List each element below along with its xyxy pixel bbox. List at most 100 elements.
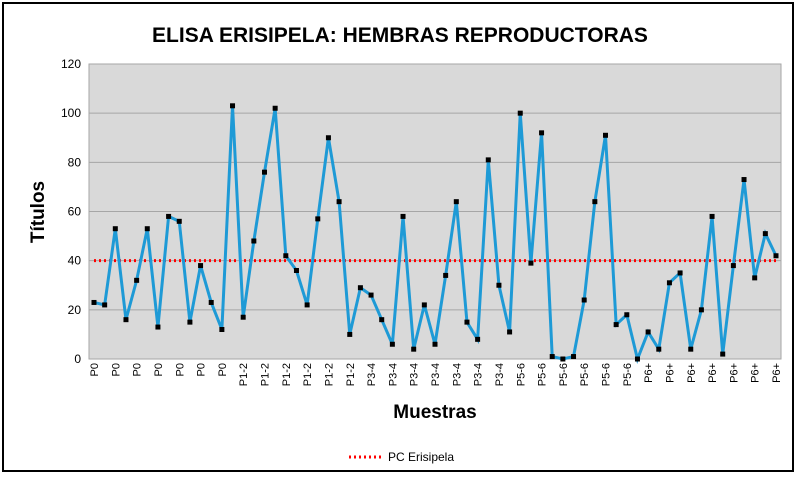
x-tick-label: P1-2 bbox=[260, 363, 272, 386]
x-tick-label: P0 bbox=[132, 363, 144, 376]
data-point bbox=[741, 177, 747, 183]
x-tick-label: P5-6 bbox=[601, 363, 613, 386]
x-tick-label: P5-6 bbox=[537, 363, 549, 386]
x-tick-label: P1-2 bbox=[302, 363, 314, 386]
data-point bbox=[315, 216, 321, 222]
y-tick-label: 60 bbox=[68, 205, 82, 219]
legend: PC Erisipela bbox=[349, 450, 454, 464]
data-point bbox=[730, 263, 736, 269]
data-point bbox=[134, 277, 140, 283]
data-point bbox=[752, 275, 758, 281]
data-point bbox=[571, 354, 577, 360]
data-point bbox=[251, 238, 257, 244]
x-tick-label: P0 bbox=[110, 363, 122, 376]
data-point bbox=[144, 226, 150, 232]
data-point bbox=[166, 213, 172, 219]
y-tick-label: 100 bbox=[61, 106, 81, 120]
data-point bbox=[283, 253, 289, 259]
chart-title: ELISA ERISIPELA: HEMBRAS REPRODUCTORAS bbox=[152, 24, 648, 47]
x-tick-labels: P0 P0 P0 P0 P0 P0 P0 P1-2 P1-2 P1-2 P1-2 P1-2 P1-2 P3… bbox=[89, 363, 783, 386]
y-tick-label: 0 bbox=[74, 352, 81, 366]
data-point bbox=[485, 157, 491, 163]
data-point bbox=[304, 302, 310, 308]
x-tick-label: P1-2 bbox=[345, 363, 357, 386]
data-point bbox=[240, 314, 246, 320]
x-tick-label: P5-6 bbox=[515, 363, 527, 386]
data-point bbox=[187, 319, 193, 325]
data-point bbox=[198, 263, 204, 269]
data-point bbox=[666, 280, 672, 286]
x-tick-label: P0 bbox=[217, 363, 229, 376]
data-point bbox=[645, 329, 651, 335]
y-tick-label: 120 bbox=[61, 57, 81, 71]
legend-label: PC Erisipela bbox=[388, 450, 454, 464]
x-tick-label: P3-4 bbox=[387, 363, 399, 386]
data-point bbox=[528, 260, 534, 266]
y-tick-label: 20 bbox=[68, 303, 82, 317]
x-tick-label: P6+ bbox=[771, 363, 783, 383]
x-tick-label: P1-2 bbox=[238, 363, 250, 386]
data-point bbox=[230, 103, 236, 109]
data-point bbox=[272, 105, 278, 111]
data-point bbox=[496, 282, 502, 288]
data-point bbox=[432, 341, 438, 347]
data-point bbox=[379, 317, 385, 323]
data-point bbox=[560, 356, 566, 362]
data-point bbox=[219, 327, 225, 332]
data-point bbox=[613, 322, 619, 328]
x-tick-label: P6+ bbox=[707, 363, 719, 383]
x-axis-label: Muestras bbox=[393, 402, 476, 423]
x-tick-label: P3-4 bbox=[494, 363, 506, 386]
x-tick-label: P3-4 bbox=[366, 363, 378, 386]
data-point bbox=[720, 351, 726, 357]
data-point bbox=[517, 110, 523, 116]
data-point bbox=[762, 231, 768, 237]
y-tick-labels: 0 20 40 60 80 100 120 bbox=[61, 57, 81, 366]
data-point bbox=[411, 346, 417, 352]
x-tick-label: P3-4 bbox=[409, 363, 421, 386]
data-point bbox=[421, 302, 427, 308]
data-point bbox=[102, 302, 108, 308]
data-point bbox=[475, 336, 481, 342]
data-point bbox=[293, 268, 299, 273]
x-tick-label: P5-6 bbox=[579, 363, 591, 386]
data-point bbox=[677, 270, 683, 276]
data-point bbox=[507, 329, 513, 335]
data-point bbox=[549, 354, 555, 360]
data-point bbox=[773, 253, 779, 259]
data-point bbox=[709, 213, 715, 219]
x-tick-label: P5-6 bbox=[622, 363, 634, 386]
data-point bbox=[155, 324, 161, 330]
data-point bbox=[123, 317, 129, 323]
data-point bbox=[592, 199, 598, 205]
x-tick-label: P5-6 bbox=[558, 363, 570, 386]
x-tick-label: P3-4 bbox=[473, 363, 485, 386]
data-point bbox=[688, 346, 694, 352]
x-tick-label: P3-4 bbox=[451, 363, 463, 386]
data-point bbox=[91, 299, 97, 305]
data-point bbox=[400, 213, 406, 219]
data-point bbox=[208, 299, 214, 305]
data-point bbox=[389, 341, 395, 347]
x-tick-label: P6+ bbox=[728, 363, 740, 383]
y-axis-label: Títulos bbox=[28, 181, 49, 243]
data-point bbox=[698, 307, 704, 313]
x-tick-label: P0 bbox=[196, 363, 208, 376]
chart: ELISA ERISIPELA: HEMBRAS REPRODUCTORAS 0… bbox=[28, 24, 783, 464]
y-tick-label: 40 bbox=[68, 254, 82, 268]
data-point bbox=[539, 130, 545, 136]
x-tick-label: P1-2 bbox=[323, 363, 335, 386]
data-point bbox=[325, 135, 331, 141]
x-tick-label: P0 bbox=[174, 363, 186, 376]
data-point bbox=[603, 132, 608, 138]
data-point bbox=[634, 356, 640, 362]
data-point bbox=[357, 285, 363, 291]
data-point bbox=[347, 331, 353, 337]
data-point bbox=[464, 319, 470, 325]
data-point bbox=[453, 199, 459, 205]
y-tick-label: 80 bbox=[68, 155, 82, 169]
x-tick-label: P6+ bbox=[686, 363, 698, 383]
data-point bbox=[581, 297, 587, 303]
x-tick-label: P0 bbox=[153, 363, 165, 376]
series-group bbox=[91, 103, 779, 364]
